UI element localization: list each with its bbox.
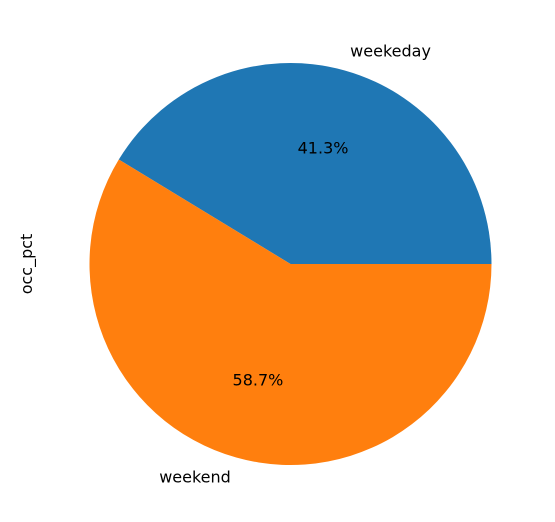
y-axis-label: occ_pct: [17, 234, 37, 295]
slice-pct-label-weekeday: 41.3%: [298, 138, 349, 157]
slice-pct-label-weekend: 58.7%: [233, 371, 284, 390]
pie-slice-weekend: [89, 159, 492, 466]
slice-label-weekeday: weekeday: [350, 42, 431, 61]
slices-layer: [89, 63, 492, 466]
labels-layer: weekeday 41.3% weekend 58.7%: [159, 42, 431, 487]
pie-slice-weekeday: [118, 63, 492, 265]
slice-label-weekend: weekend: [159, 467, 231, 486]
